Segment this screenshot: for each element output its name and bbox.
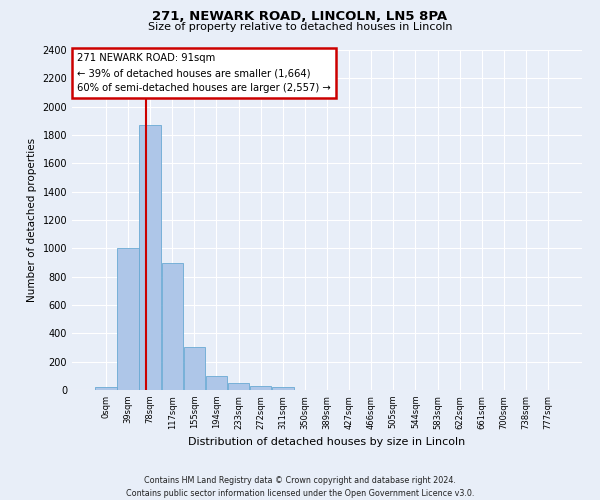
Bar <box>184 347 205 390</box>
X-axis label: Distribution of detached houses by size in Lincoln: Distribution of detached houses by size … <box>188 437 466 447</box>
Y-axis label: Number of detached properties: Number of detached properties <box>27 138 37 302</box>
Bar <box>228 383 249 390</box>
Text: Size of property relative to detached houses in Lincoln: Size of property relative to detached ho… <box>148 22 452 32</box>
Text: Contains HM Land Registry data © Crown copyright and database right 2024.
Contai: Contains HM Land Registry data © Crown c… <box>126 476 474 498</box>
Bar <box>139 125 161 390</box>
Bar <box>95 387 116 390</box>
Text: 271, NEWARK ROAD, LINCOLN, LN5 8PA: 271, NEWARK ROAD, LINCOLN, LN5 8PA <box>152 10 448 23</box>
Bar <box>250 386 271 390</box>
Text: 271 NEWARK ROAD: 91sqm
← 39% of detached houses are smaller (1,664)
60% of semi-: 271 NEWARK ROAD: 91sqm ← 39% of detached… <box>77 54 331 93</box>
Bar <box>272 387 293 390</box>
Bar <box>206 376 227 390</box>
Bar <box>117 248 139 390</box>
Bar <box>161 262 183 390</box>
